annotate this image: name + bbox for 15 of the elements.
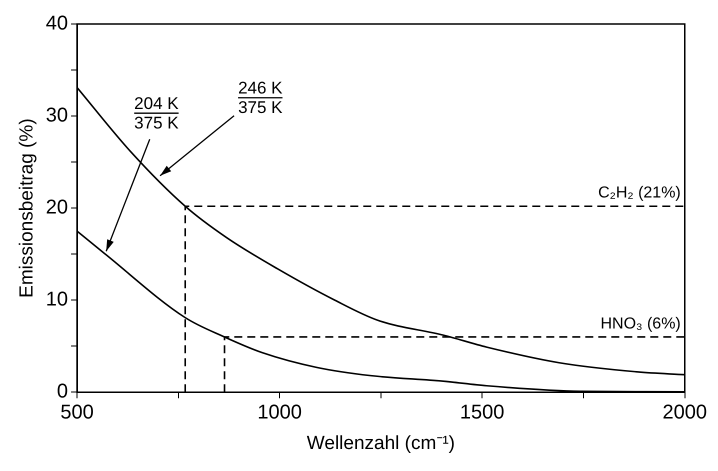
x-tick-label: 1000: [257, 402, 302, 424]
y-tick-label: 20: [46, 196, 68, 219]
x-tick-label: 500: [60, 402, 94, 424]
x-axis-title: Wellenzahl (cm⁻¹): [306, 432, 455, 454]
annotation: 204 K 375 K: [134, 94, 180, 132]
annotation: C₂H₂ (21%): [598, 184, 681, 202]
x-tick-label: 2000: [662, 402, 708, 424]
y-tick-label: 10: [46, 288, 68, 311]
y-tick-label: 30: [46, 104, 68, 127]
y-tick-label: 0: [56, 380, 68, 403]
y-tick-label: 40: [46, 12, 68, 35]
x-tick-label: 1500: [460, 402, 504, 424]
y-axis-title: Emissionsbeitrag (%): [16, 118, 38, 298]
annotation: 246 K 375 K: [238, 78, 284, 117]
annotation: HNO₃ (6%): [600, 315, 681, 332]
